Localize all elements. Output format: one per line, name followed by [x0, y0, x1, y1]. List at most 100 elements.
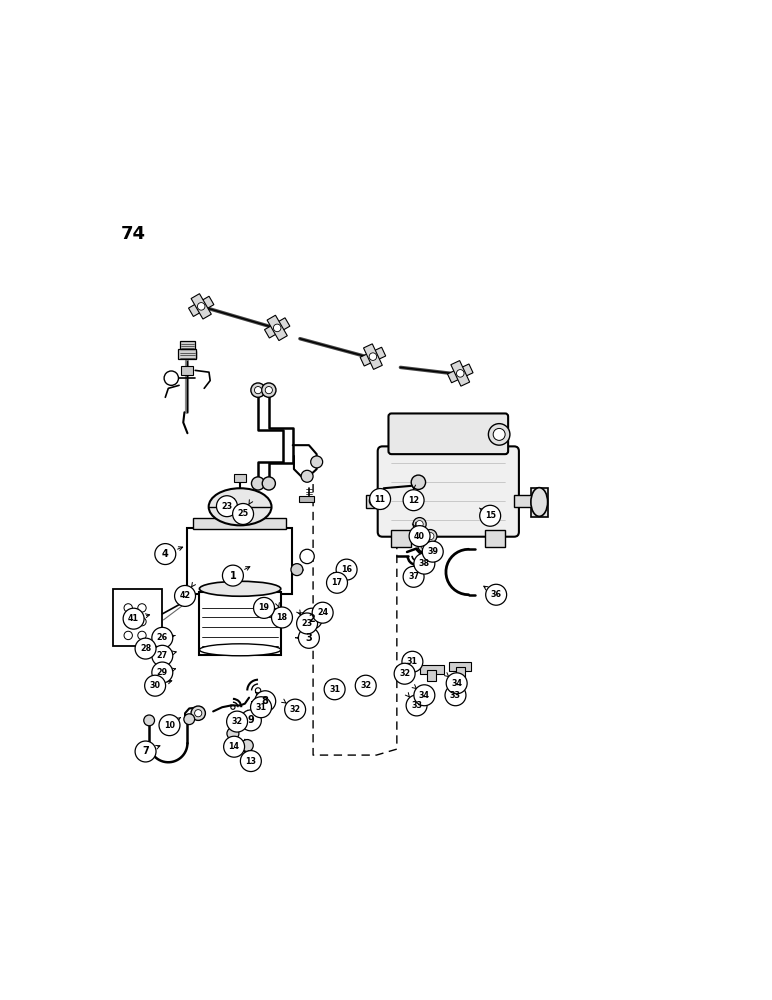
- Circle shape: [285, 699, 306, 720]
- Text: 23: 23: [302, 619, 313, 628]
- Circle shape: [255, 691, 276, 712]
- Circle shape: [159, 715, 180, 736]
- Circle shape: [124, 617, 133, 626]
- Bar: [456, 667, 465, 677]
- Text: 8: 8: [262, 696, 269, 706]
- Circle shape: [135, 638, 156, 659]
- Circle shape: [403, 566, 424, 587]
- Text: 31: 31: [329, 685, 340, 694]
- Bar: [194, 518, 286, 529]
- Circle shape: [445, 685, 466, 706]
- Text: 39: 39: [427, 547, 438, 556]
- Bar: [360, 347, 386, 366]
- Circle shape: [324, 679, 345, 700]
- Ellipse shape: [208, 488, 272, 525]
- Text: 31: 31: [256, 703, 266, 712]
- Circle shape: [413, 518, 426, 531]
- Bar: [451, 361, 469, 386]
- Bar: [178, 349, 196, 359]
- Text: 29: 29: [157, 668, 168, 677]
- Circle shape: [310, 456, 323, 468]
- Text: 32: 32: [290, 705, 301, 714]
- Circle shape: [301, 470, 313, 482]
- Circle shape: [137, 631, 146, 640]
- Circle shape: [232, 504, 253, 524]
- Circle shape: [124, 631, 133, 640]
- Text: 37: 37: [408, 572, 419, 581]
- Circle shape: [227, 728, 239, 740]
- Text: 34: 34: [419, 691, 430, 700]
- Circle shape: [486, 584, 506, 605]
- Circle shape: [479, 505, 501, 526]
- Circle shape: [421, 542, 428, 549]
- Bar: [514, 495, 533, 507]
- Ellipse shape: [199, 644, 281, 656]
- Circle shape: [164, 371, 178, 385]
- Text: 16: 16: [341, 565, 352, 574]
- Bar: [420, 665, 444, 674]
- Circle shape: [369, 495, 381, 507]
- Text: 7: 7: [142, 746, 149, 756]
- Circle shape: [369, 353, 377, 360]
- Circle shape: [424, 530, 437, 543]
- Circle shape: [409, 526, 430, 547]
- Text: 11: 11: [374, 495, 385, 504]
- Circle shape: [144, 715, 154, 726]
- FancyBboxPatch shape: [388, 413, 508, 454]
- Circle shape: [411, 475, 425, 489]
- Text: 24: 24: [317, 608, 328, 617]
- Circle shape: [493, 428, 505, 440]
- Circle shape: [446, 673, 467, 694]
- Bar: [427, 670, 436, 681]
- Text: 4: 4: [162, 549, 168, 559]
- Circle shape: [227, 711, 248, 732]
- Bar: [391, 530, 411, 547]
- Circle shape: [144, 675, 166, 696]
- Text: 32: 32: [361, 681, 371, 690]
- Circle shape: [403, 490, 424, 511]
- Circle shape: [456, 370, 464, 377]
- Circle shape: [327, 572, 347, 593]
- Circle shape: [251, 697, 272, 718]
- Text: 1: 1: [229, 571, 236, 581]
- Text: 15: 15: [485, 511, 496, 520]
- Circle shape: [272, 607, 293, 628]
- Circle shape: [402, 651, 423, 672]
- Text: 34: 34: [451, 679, 462, 688]
- Circle shape: [253, 597, 275, 618]
- Bar: [299, 496, 313, 502]
- Circle shape: [312, 602, 334, 623]
- Circle shape: [216, 496, 238, 517]
- Text: 9: 9: [248, 715, 254, 725]
- Text: 30: 30: [150, 681, 161, 690]
- Text: 32: 32: [232, 717, 242, 726]
- Ellipse shape: [199, 581, 281, 596]
- Circle shape: [336, 559, 357, 580]
- Circle shape: [300, 549, 314, 564]
- Circle shape: [198, 303, 205, 310]
- Text: 12: 12: [408, 496, 419, 505]
- Text: 28: 28: [140, 644, 151, 653]
- Text: 19: 19: [259, 603, 269, 612]
- Bar: [181, 366, 194, 375]
- Circle shape: [252, 477, 265, 490]
- Bar: [191, 294, 212, 319]
- Circle shape: [299, 627, 320, 648]
- Circle shape: [414, 685, 435, 706]
- Circle shape: [418, 539, 431, 552]
- Bar: [188, 296, 214, 316]
- Bar: [199, 592, 281, 655]
- Circle shape: [251, 383, 266, 397]
- Bar: [448, 364, 473, 383]
- Text: 23: 23: [222, 502, 232, 511]
- Text: 13: 13: [245, 757, 256, 766]
- Circle shape: [266, 387, 273, 394]
- Circle shape: [224, 736, 245, 757]
- Bar: [234, 474, 246, 482]
- Text: 42: 42: [179, 591, 191, 600]
- Bar: [113, 589, 162, 646]
- Text: 38: 38: [418, 559, 430, 568]
- Circle shape: [184, 714, 195, 725]
- Text: 32: 32: [399, 669, 410, 678]
- Bar: [188, 528, 292, 594]
